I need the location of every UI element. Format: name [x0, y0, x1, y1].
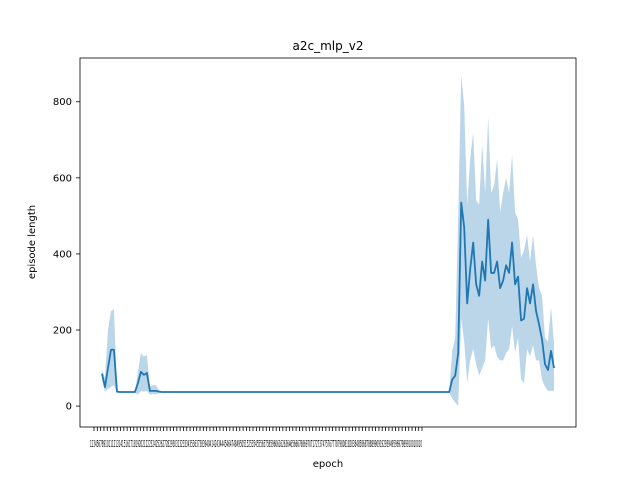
x-axis — [93, 427, 423, 431]
y-tick-label: 400 — [53, 249, 72, 260]
y-tick-label: 200 — [53, 325, 72, 336]
y-tick-label: 0 — [66, 402, 72, 413]
x-tick-labels: 1234567891011121314151617181920212223242… — [90, 439, 422, 450]
chart-title: a2c_mlp_v2 — [293, 39, 364, 53]
y-tick-label: 800 — [53, 97, 72, 108]
y-axis: 0 200 400 600 800 — [53, 97, 80, 413]
axes-frame — [79, 57, 577, 428]
series-line — [101, 201, 555, 393]
y-axis-label: episode length — [27, 205, 38, 279]
plot-area — [101, 75, 555, 407]
x-axis-label: epoch — [313, 459, 343, 470]
y-tick-label: 600 — [53, 173, 72, 184]
